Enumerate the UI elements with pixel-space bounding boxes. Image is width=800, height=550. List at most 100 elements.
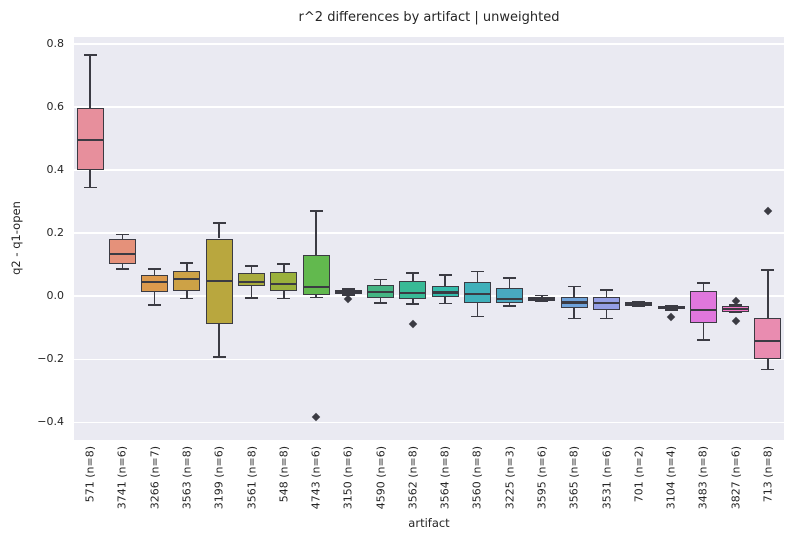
boxplot-box: [463, 282, 491, 303]
whisker-cap-upper: [245, 265, 258, 267]
whisker-lower: [121, 263, 124, 270]
x-tick-label: 3561 (n=8): [245, 446, 258, 510]
median-line: [528, 297, 556, 300]
whisker-cap-lower: [212, 356, 226, 358]
median-line: [754, 339, 782, 343]
whisker-lower: [412, 299, 414, 305]
median-line: [141, 281, 169, 284]
whisker-cap-upper: [664, 304, 678, 307]
whisker-cap-lower: [406, 303, 420, 305]
whisker-upper: [476, 271, 479, 283]
x-tick-label: 4743 (n=6): [309, 446, 323, 510]
whisker-cap-lower: [180, 297, 194, 300]
whisker-cap-lower: [277, 297, 291, 300]
x-tick-label: 3150 (n=6): [341, 446, 355, 510]
whisker-upper: [444, 274, 446, 286]
whisker-upper: [315, 211, 317, 255]
y-tick-label: 0.4: [46, 163, 65, 177]
boxplot-box: [754, 317, 782, 360]
median-line: [625, 302, 653, 306]
gridline: [74, 295, 784, 297]
median-line: [302, 285, 330, 288]
whisker-lower: [508, 302, 511, 307]
boxplot-box: [496, 288, 524, 303]
gridline: [74, 421, 784, 424]
whisker-upper: [218, 222, 221, 239]
whisker-lower: [573, 307, 576, 319]
whisker-cap-lower: [309, 296, 323, 299]
outlier-marker: [408, 319, 418, 328]
whisker-lower: [89, 170, 91, 188]
x-tick-label: 3225 (n=3): [503, 446, 517, 510]
median-line: [463, 292, 491, 296]
median-line: [76, 139, 104, 142]
chart-title: r^2 differences by artifact | unweighted: [298, 10, 560, 25]
boxplot-box: [76, 107, 104, 171]
whisker-cap-upper: [277, 262, 291, 265]
boxplot-box: [173, 271, 201, 291]
median-line: [205, 280, 233, 283]
whisker-lower: [379, 298, 382, 304]
whisker-lower: [250, 286, 253, 298]
whisker-cap-lower: [245, 296, 258, 299]
whisker-cap-upper: [600, 289, 613, 291]
y-tick-label: −0.2: [37, 352, 64, 366]
whisker-cap-upper: [761, 269, 775, 271]
whisker-cap-lower: [374, 302, 388, 304]
boxplot-box: [270, 272, 298, 292]
whisker-cap-lower: [148, 303, 162, 306]
outlier-marker: [731, 317, 740, 326]
whisker-cap-lower: [470, 315, 484, 318]
whisker-upper: [379, 279, 382, 285]
whisker-upper: [508, 277, 511, 288]
outlier-marker: [666, 312, 676, 321]
x-tick-label: 548 (n=8): [277, 446, 291, 503]
boxplot-box: [108, 239, 136, 264]
whisker-lower: [605, 310, 608, 319]
median-line: [270, 282, 298, 285]
y-tick-label: 0.0: [46, 289, 65, 303]
boxplot-box: [302, 254, 330, 295]
whisker-cap-lower: [696, 339, 710, 341]
x-tick-label: 3741 (n=6): [115, 446, 129, 510]
x-tick-label: 3564 (n=8): [438, 446, 452, 510]
x-tick-label: 3827 (n=6): [729, 446, 743, 510]
median-line: [593, 301, 620, 304]
median-line: [560, 301, 588, 304]
median-line: [238, 280, 265, 283]
whisker-cap-lower: [503, 305, 517, 308]
whisker-lower: [186, 290, 188, 299]
y-tick-label: 0.2: [46, 226, 65, 240]
boxplot-box: [689, 290, 717, 323]
x-tick-label: 701 (n=2): [632, 446, 646, 503]
median-line: [399, 291, 427, 295]
median-line: [431, 291, 459, 294]
whisker-cap-upper: [729, 304, 743, 306]
whisker-cap-lower: [438, 302, 452, 305]
y-tick-label: 0.8: [46, 36, 65, 50]
whisker-lower: [444, 297, 446, 304]
whisker-upper: [573, 286, 576, 298]
boxplot-box: [238, 273, 265, 287]
median-line: [108, 252, 136, 255]
y-tick-label: −0.4: [37, 415, 64, 429]
whisker-lower: [282, 291, 285, 299]
whisker-cap-lower: [115, 268, 129, 270]
whisker-lower: [218, 323, 221, 358]
whisker-cap-upper: [212, 221, 226, 224]
whisker-cap-upper: [115, 233, 129, 236]
whisker-lower: [702, 323, 705, 341]
whisker-cap-upper: [470, 270, 484, 273]
x-tick-label: 3560 (n=8): [470, 446, 484, 510]
median-line: [334, 291, 362, 294]
whisker-upper: [121, 234, 124, 240]
whisker-cap-upper: [148, 267, 162, 270]
outlier-marker: [763, 206, 773, 216]
whisker-cap-lower: [567, 317, 581, 320]
x-tick-label: 713 (n=8): [761, 446, 775, 503]
boxplot-box: [141, 275, 169, 293]
whisker-lower: [476, 302, 479, 317]
whisker-cap-upper: [438, 273, 452, 276]
whisker-cap-upper: [309, 210, 323, 212]
